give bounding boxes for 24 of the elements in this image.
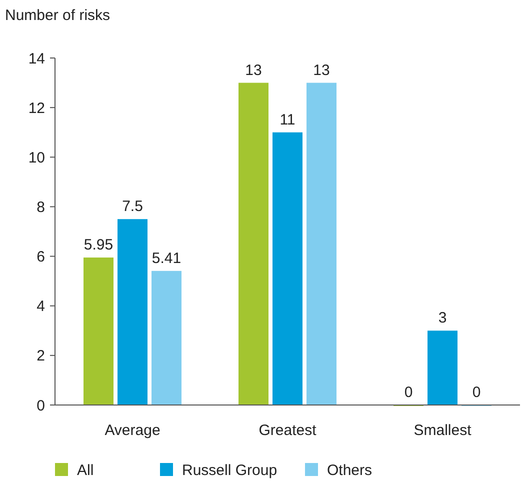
x-tick-label: Smallest: [414, 422, 472, 439]
y-tick-label: 2: [36, 348, 45, 365]
data-label: 0: [404, 384, 413, 401]
data-label: 11: [280, 111, 296, 128]
y-tick-label: 10: [28, 149, 45, 166]
data-label: 13: [245, 62, 262, 79]
y-tick-label: 0: [36, 397, 45, 414]
data-label: 5.95: [84, 236, 114, 254]
data-label: 5.41: [152, 250, 182, 267]
legend-label: All: [77, 462, 94, 479]
x-tick-label: Greatest: [258, 422, 318, 439]
y-tick-label: 6: [36, 248, 45, 266]
data-label: 13: [313, 62, 330, 79]
x-tick-label: Average: [104, 422, 160, 439]
y-tick-label: 14: [28, 50, 45, 68]
y-axis-title: Number of risks: [5, 7, 110, 24]
data-label: 3: [438, 310, 447, 327]
legend-label: Others: [327, 462, 372, 479]
y-tick-label: 4: [36, 298, 45, 316]
legend-label: Russell Group: [182, 462, 278, 479]
y-tick-label: 12: [28, 100, 45, 117]
data-label: 0: [472, 384, 481, 401]
data-label: 7.5: [122, 198, 143, 216]
y-tick-label: 8: [36, 198, 45, 216]
